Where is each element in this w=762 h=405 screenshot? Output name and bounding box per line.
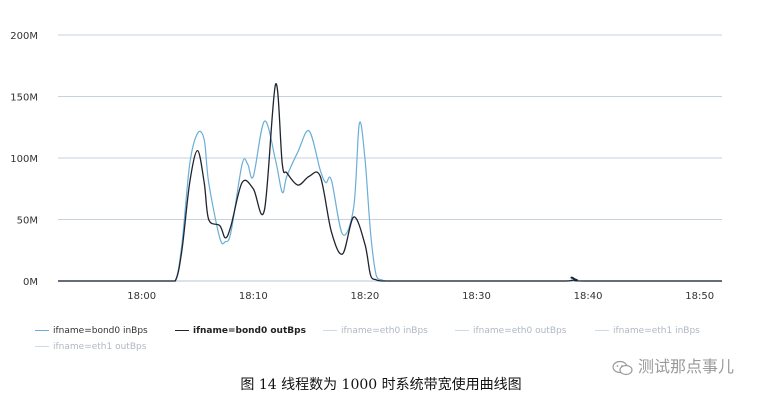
y-tick-label: 0M	[23, 277, 38, 288]
x-tick-label: 18:40	[574, 291, 603, 302]
y-tick-label: 100M	[10, 154, 38, 165]
legend-label: ifname=bond0 inBps	[53, 326, 148, 336]
legend-label: ifname=eth0 inBps	[341, 326, 428, 336]
watermark-text: 测试那点事儿	[637, 357, 734, 376]
x-tick-label: 18:10	[239, 291, 268, 302]
legend-item[interactable]: ifname=bond0 outBps	[175, 326, 306, 336]
chart-series	[58, 83, 722, 282]
legend-label: ifname=eth1 outBps	[53, 342, 147, 352]
legend-item[interactable]: ifname=eth0 inBps	[323, 326, 428, 336]
legend-swatch	[175, 330, 189, 331]
legend-label: ifname=eth1 inBps	[613, 326, 700, 336]
legend-label: ifname=bond0 outBps	[193, 326, 306, 336]
figure-caption: 图 14 线程数为 1000 时系统带宽使用曲线图	[240, 377, 522, 393]
legend-swatch	[595, 330, 609, 331]
legend-label: ifname=eth0 outBps	[473, 326, 567, 336]
legend-swatch	[35, 330, 49, 331]
y-tick-label: 150M	[10, 93, 38, 104]
x-tick-label: 18:50	[685, 291, 714, 302]
watermark: 测试那点事儿	[612, 353, 734, 377]
x-axis-ticks: 18:00 18:10 18:20 18:30 18:40 18:50	[127, 291, 714, 302]
series-line-ifname-bond0-inbps	[58, 120, 722, 282]
chart-grid	[58, 34, 722, 282]
legend-item[interactable]: ifname=eth0 outBps	[455, 326, 566, 336]
series-line-ifname-bond0-outbps	[58, 83, 722, 282]
legend-swatch	[323, 330, 337, 331]
y-tick-label: 200M	[10, 31, 38, 42]
legend-swatch	[455, 330, 469, 331]
legend-swatch	[35, 346, 49, 347]
x-tick-label: 18:00	[127, 291, 156, 302]
y-axis-ticks: 0M 50M 100M 150M 200M	[10, 31, 38, 288]
x-tick-label: 18:30	[462, 291, 491, 302]
y-tick-label: 50M	[17, 216, 38, 227]
legend-item[interactable]: ifname=bond0 inBps	[35, 326, 148, 336]
wechat-icon	[612, 360, 633, 375]
legend-item[interactable]: ifname=eth1 inBps	[595, 326, 700, 336]
legend-item[interactable]: ifname=eth1 outBps	[35, 342, 146, 352]
x-tick-label: 18:20	[350, 291, 379, 302]
